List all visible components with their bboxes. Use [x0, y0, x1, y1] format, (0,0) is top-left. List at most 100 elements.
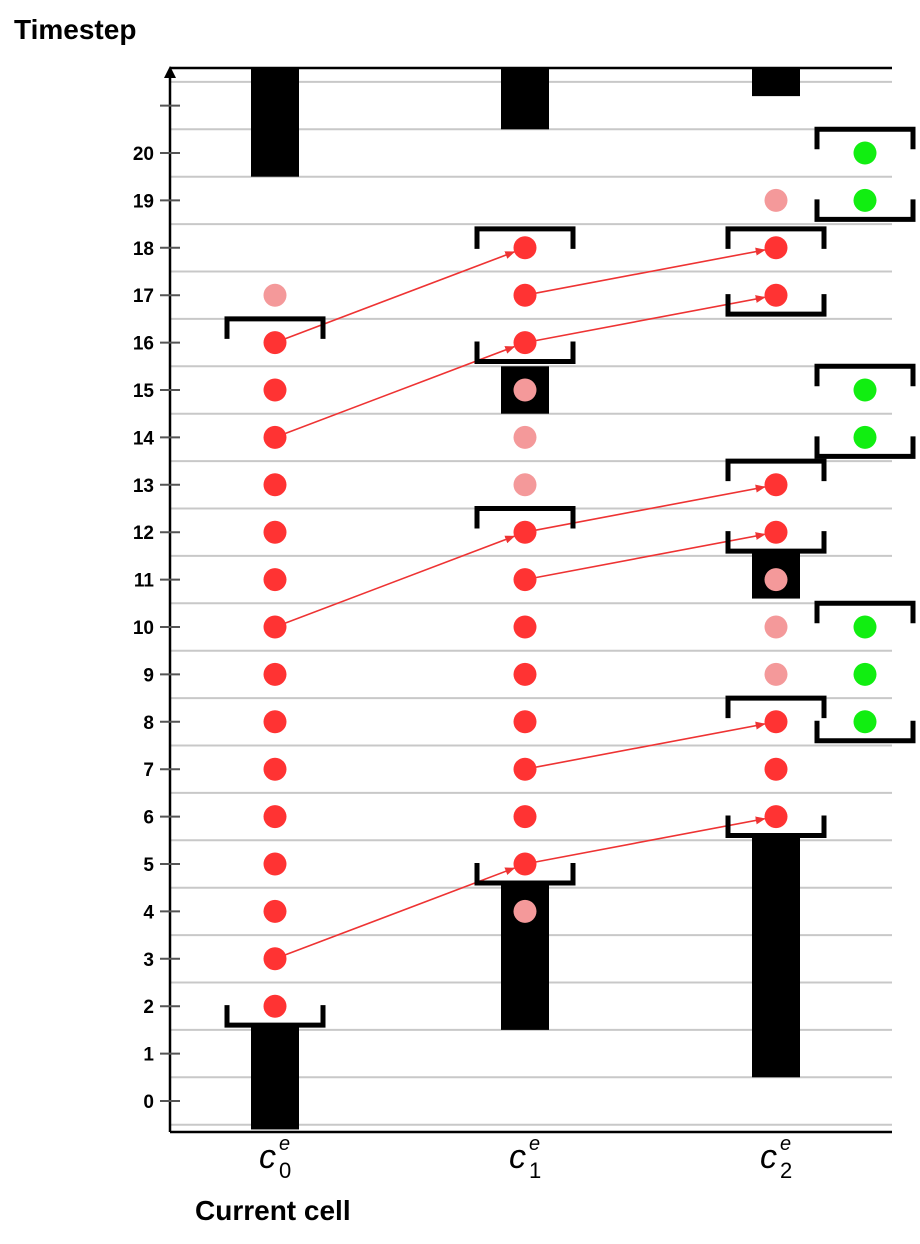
y-tick-label: 14: [133, 428, 155, 449]
state-dots: [263, 141, 877, 1018]
active-dot: [263, 899, 287, 923]
faded-dot: [513, 899, 537, 923]
transition-arrow: [524, 532, 766, 581]
y-tick-label: 3: [143, 950, 154, 971]
window-bracket: [814, 126, 916, 150]
x-axis-title: Current cell: [195, 1195, 351, 1226]
active-dot: [513, 710, 537, 734]
y-tick-label: 2: [143, 997, 154, 1018]
green-dot: [853, 378, 877, 402]
y-tick-label: 6: [143, 808, 154, 829]
window-brackets: [224, 126, 916, 1028]
column-label-subscript: 2: [780, 1158, 792, 1183]
green-dot: [853, 188, 877, 212]
y-tick-label: 13: [133, 476, 154, 497]
column-label-subscript: 1: [529, 1158, 541, 1183]
faded-dot: [263, 283, 287, 307]
green-dot: [853, 662, 877, 686]
y-tick-label: 18: [133, 239, 154, 260]
transition-arrow: [524, 295, 766, 344]
active-dot: [764, 473, 788, 497]
transition-arrow: [274, 251, 516, 344]
y-tick-label: 17: [133, 286, 154, 307]
window-bracket: [224, 1005, 326, 1028]
transition-arrow: [524, 247, 766, 296]
active-dot: [513, 568, 537, 592]
y-tick-label: 4: [143, 902, 154, 923]
column-label-base: c: [259, 1138, 276, 1176]
y-tick-label: 16: [133, 334, 154, 355]
y-tick-label: 11: [134, 571, 155, 592]
active-dot: [263, 378, 287, 402]
column-labels: c e0 c e1 c e2: [259, 1133, 792, 1183]
y-tick-label: 1: [143, 1045, 154, 1066]
column-label-superscript: e: [529, 1133, 540, 1155]
faded-dot: [513, 473, 537, 497]
blocked-bar: [752, 68, 800, 97]
y-axis-title: Timestep: [14, 14, 137, 45]
blocked-bar: [752, 835, 800, 1078]
active-dot: [513, 615, 537, 639]
y-tick-label: 19: [133, 191, 154, 212]
transition-arrow: [524, 721, 766, 770]
active-dot: [263, 994, 287, 1018]
active-dot: [513, 520, 537, 544]
y-tick-label: 10: [133, 618, 154, 639]
transition-arrow: [274, 867, 516, 960]
green-dot: [853, 710, 877, 734]
active-dot: [764, 520, 788, 544]
window-bracket: [725, 815, 827, 839]
active-dot: [764, 236, 788, 260]
y-tick-label: 9: [143, 665, 154, 686]
active-dot: [764, 757, 788, 781]
active-dot: [263, 947, 287, 971]
window-bracket: [474, 862, 576, 886]
window-bracket: [814, 199, 916, 222]
active-dot: [513, 805, 537, 829]
faded-dot: [764, 662, 788, 686]
y-tick-label: 5: [143, 855, 154, 876]
green-dot: [853, 425, 877, 449]
window-bracket: [814, 363, 916, 387]
column-label-base: c: [760, 1138, 777, 1176]
faded-dot: [764, 188, 788, 212]
blocked-bar: [251, 1025, 299, 1130]
column-label: c: [259, 1138, 276, 1176]
y-axis-arrowhead: [164, 66, 176, 78]
window-bracket: [725, 226, 827, 249]
window-bracket: [725, 294, 827, 317]
blocked-bar: [501, 68, 549, 130]
transition-arrow: [524, 484, 766, 533]
y-tick-label: 7: [143, 760, 154, 781]
y-tick-label: 0: [143, 1092, 154, 1113]
active-dot: [764, 710, 788, 734]
active-dot: [513, 283, 537, 307]
column-label: c: [760, 1138, 777, 1176]
green-dot: [853, 615, 877, 639]
window-bracket: [814, 436, 916, 459]
active-dot: [513, 852, 537, 876]
active-dot: [263, 757, 287, 781]
active-dot: [513, 662, 537, 686]
window-bracket: [474, 506, 576, 529]
transition-arrow: [274, 535, 516, 628]
window-bracket: [814, 720, 916, 744]
faded-dot: [764, 615, 788, 639]
window-bracket: [474, 341, 576, 365]
active-dot: [513, 236, 537, 260]
window-bracket: [474, 226, 576, 249]
column-label-subscript: 0: [279, 1158, 291, 1183]
blocked-bar: [251, 68, 299, 177]
transition-arrow: [524, 816, 766, 865]
transition-arrow: [274, 345, 516, 439]
column-label: c: [509, 1138, 526, 1176]
y-tick-label: 12: [133, 523, 154, 544]
window-bracket: [725, 695, 827, 719]
active-dot: [263, 662, 287, 686]
blocked-bars: [251, 68, 800, 1130]
window-bracket: [224, 316, 326, 339]
axes: [164, 66, 892, 1134]
active-dot: [263, 615, 287, 639]
column-label-superscript: e: [780, 1133, 791, 1155]
